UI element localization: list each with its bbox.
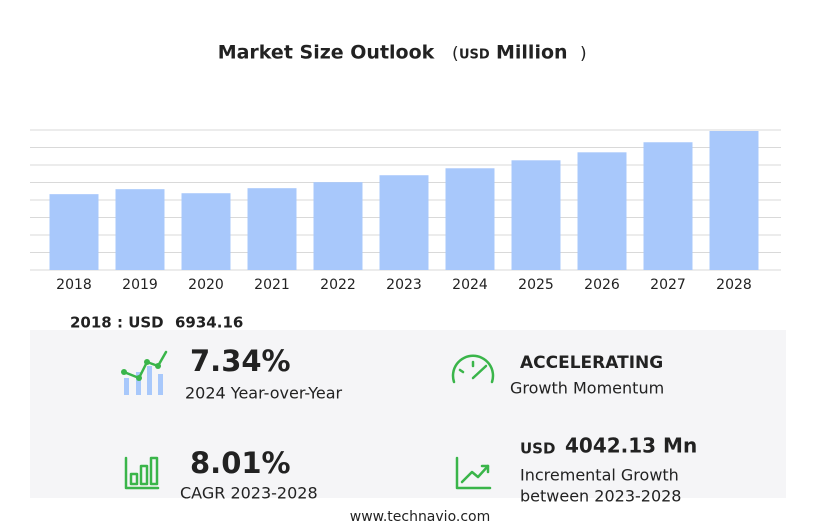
bar bbox=[577, 152, 627, 270]
yoy-icon bbox=[121, 350, 168, 395]
x-tick-label: 2019 bbox=[122, 277, 158, 293]
cagr-icon bbox=[124, 456, 160, 490]
incremental-prefix: USD bbox=[520, 440, 555, 458]
incremental-icon bbox=[455, 456, 492, 490]
footer: www.technavio.com bbox=[350, 509, 491, 525]
unit-close: ) bbox=[580, 44, 587, 64]
momentum-value: ACCELERATING bbox=[520, 353, 663, 373]
bar bbox=[379, 175, 429, 270]
x-tick-label: 2023 bbox=[386, 277, 422, 293]
chart-title: Market Size Outlook bbox=[218, 42, 435, 64]
unit-open: ( bbox=[452, 44, 459, 64]
base-label: 2018 : USD bbox=[70, 314, 164, 332]
bar bbox=[511, 160, 561, 270]
bar bbox=[445, 168, 495, 270]
bar bbox=[709, 131, 759, 270]
x-tick-label: 2028 bbox=[716, 277, 752, 293]
momentum-label: Growth Momentum bbox=[510, 379, 664, 398]
x-tick-label: 2024 bbox=[452, 277, 488, 293]
x-tick-label: 2018 bbox=[56, 277, 92, 293]
bar bbox=[181, 193, 231, 270]
unit-prefix: USD bbox=[459, 48, 490, 63]
incremental-period: between 2023-2028 bbox=[520, 487, 681, 506]
yoy-value: 7.34% bbox=[190, 344, 291, 378]
incremental-label: Incremental Growth bbox=[520, 466, 679, 485]
momentum-icon bbox=[451, 354, 495, 384]
cagr-label: CAGR 2023-2028 bbox=[180, 484, 318, 503]
bar bbox=[115, 189, 165, 270]
x-tick-label: 2020 bbox=[188, 277, 224, 293]
bar bbox=[247, 188, 297, 270]
x-tick-label: 2021 bbox=[254, 277, 290, 293]
x-tick-label: 2025 bbox=[518, 277, 554, 293]
incremental-value: 4042.13 Mn bbox=[565, 434, 697, 458]
unit: Million bbox=[496, 42, 568, 64]
bar bbox=[313, 182, 363, 270]
x-tick-label: 2027 bbox=[650, 277, 686, 293]
cagr-value: 8.01% bbox=[190, 446, 291, 480]
base-value: 6934.16 bbox=[175, 314, 243, 332]
x-tick-label: 2026 bbox=[584, 277, 620, 293]
yoy-label: 2024 Year-over-Year bbox=[185, 384, 343, 403]
bar bbox=[643, 142, 693, 270]
x-tick-label: 2022 bbox=[320, 277, 356, 293]
bar bbox=[49, 194, 99, 270]
